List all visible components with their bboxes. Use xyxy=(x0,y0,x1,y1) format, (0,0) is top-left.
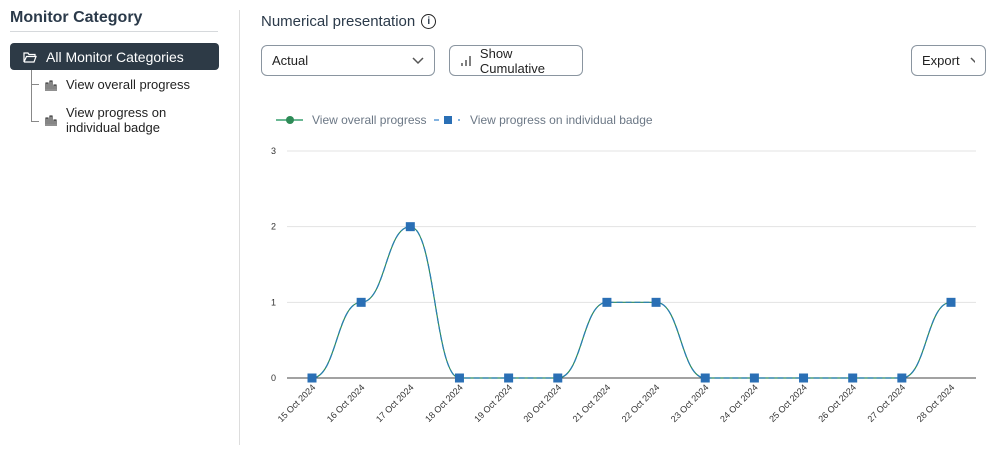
y-tick-label: 1 xyxy=(271,297,276,307)
all-monitor-categories-item[interactable]: All Monitor Categories xyxy=(10,43,219,70)
legend-item-badge[interactable]: View progress on individual badge xyxy=(434,113,653,127)
legend: View overall progress View progress on i… xyxy=(276,113,653,127)
y-tick-label: 2 xyxy=(271,222,276,232)
x-tick-label: 15 Oct 2024 xyxy=(276,382,318,424)
tree-branch xyxy=(31,84,39,85)
x-tick-label: 27 Oct 2024 xyxy=(866,382,908,424)
series-line xyxy=(311,226,952,379)
data-point[interactable] xyxy=(405,222,415,232)
info-icon[interactable]: i xyxy=(421,14,437,29)
x-tick-label: 17 Oct 2024 xyxy=(374,382,416,424)
x-tick-label: 26 Oct 2024 xyxy=(816,382,858,424)
data-point[interactable] xyxy=(799,373,809,383)
show-cumulative-button[interactable]: Show Cumulative xyxy=(449,45,583,76)
export-label: Export xyxy=(922,53,960,68)
bar-chart-icon xyxy=(45,79,57,91)
data-point[interactable] xyxy=(307,373,317,383)
page-title-text: Numerical presentation xyxy=(261,13,416,30)
divider xyxy=(239,10,240,445)
data-point[interactable] xyxy=(651,297,661,307)
data-point[interactable] xyxy=(602,297,612,307)
all-monitor-categories-label: All Monitor Categories xyxy=(46,48,184,65)
x-tick-label: 23 Oct 2024 xyxy=(669,382,711,424)
chevron-down-icon xyxy=(970,56,975,63)
view-mode-select[interactable]: Actual xyxy=(261,45,435,76)
bar-chart-icon xyxy=(45,115,57,126)
select-value: Actual xyxy=(272,53,309,68)
data-point[interactable] xyxy=(897,373,907,383)
sidebar-item-overall-progress[interactable]: View overall progress xyxy=(44,77,190,92)
legend-label: View progress on individual badge xyxy=(470,113,653,127)
y-tick-label: 0 xyxy=(271,373,276,383)
tree-branch xyxy=(31,121,39,122)
x-tick-label: 20 Oct 2024 xyxy=(521,382,563,424)
data-point[interactable] xyxy=(848,373,858,383)
sidebar-title: Monitor Category xyxy=(10,9,143,26)
data-point[interactable] xyxy=(700,373,710,383)
data-point[interactable] xyxy=(504,373,514,383)
chevron-down-icon xyxy=(412,56,424,64)
data-point[interactable] xyxy=(553,373,563,383)
x-tick-label: 22 Oct 2024 xyxy=(620,382,662,424)
bar-chart-icon xyxy=(461,55,471,66)
x-tick-label: 25 Oct 2024 xyxy=(767,382,809,424)
legend-item-overall[interactable]: View overall progress xyxy=(276,113,427,127)
x-tick-label: 28 Oct 2024 xyxy=(915,382,957,424)
legend-label: View overall progress xyxy=(312,113,427,127)
tree-line xyxy=(31,70,32,122)
data-point[interactable] xyxy=(749,373,759,383)
data-point[interactable] xyxy=(946,297,956,307)
data-point[interactable] xyxy=(356,297,366,307)
export-button[interactable]: Export xyxy=(911,45,986,76)
sidebar-item-individual-badge[interactable]: View progress on individual badge xyxy=(44,105,176,135)
y-tick-label: 3 xyxy=(271,146,276,156)
x-tick-label: 16 Oct 2024 xyxy=(325,382,367,424)
sidebar-item-label: View overall progress xyxy=(66,77,191,92)
divider xyxy=(10,31,218,32)
x-tick-label: 19 Oct 2024 xyxy=(472,382,514,424)
show-cumulative-label: Show Cumulative xyxy=(479,45,545,76)
data-point[interactable] xyxy=(454,373,464,383)
page-title: Numerical presentation i xyxy=(261,13,437,30)
x-tick-label: 21 Oct 2024 xyxy=(571,382,613,424)
sidebar-item-label: View progress on individual badge xyxy=(66,105,167,135)
folder-open-icon xyxy=(23,51,37,63)
x-tick-label: 24 Oct 2024 xyxy=(718,382,760,424)
x-tick-label: 18 Oct 2024 xyxy=(423,382,465,424)
